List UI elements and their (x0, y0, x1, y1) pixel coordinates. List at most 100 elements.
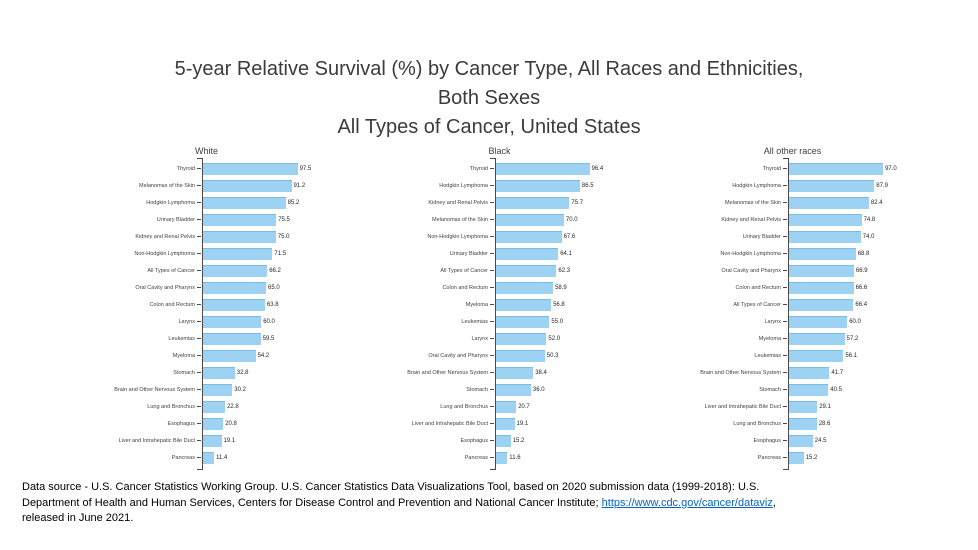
bar-area: 66.2 (202, 262, 353, 279)
category-label: Pancreas (464, 454, 488, 461)
bar-area: 63.8 (202, 296, 353, 313)
chart-row: Hodgkin Lymphoma 86.5 (353, 177, 646, 194)
value-label: 19.1 (516, 420, 529, 427)
value-label: 11.6 (509, 454, 521, 461)
charts-row: White Thyroid 97.5 Melanomas of the Skin 91… (60, 144, 978, 470)
category-label: Non-Hodgkin Lymphoma (720, 250, 781, 257)
survival-bar (496, 383, 531, 396)
bar-area: 65.0 (202, 279, 353, 296)
footer-line3: released in June 2021. (22, 512, 134, 524)
value-label: 74.8 (863, 216, 876, 223)
chart-row: Stomach 32.8 (60, 364, 353, 381)
axis-tick (783, 372, 787, 373)
chart-row: All Types of Cancer 62.3 (353, 262, 646, 279)
axis-tick (490, 389, 494, 390)
chart-row: Melanomas of the Skin 91.2 (60, 177, 353, 194)
dataviz-link[interactable]: https://www.cdc.gov/cancer/dataviz (601, 496, 773, 509)
survival-bar (496, 434, 511, 447)
value-label: 52.0 (548, 335, 561, 342)
category-label: Leukemias (168, 335, 195, 342)
axis-tick (783, 423, 787, 424)
axis-tick (490, 457, 494, 458)
chart-rows: Thyroid 97.0 Hodgkin Lymphoma 87.9 Melanomas… (646, 160, 939, 466)
axis-tick (197, 338, 201, 339)
bar-area: 38.4 (495, 364, 646, 381)
axis-tick (490, 355, 494, 356)
bar-area: 62.3 (495, 262, 646, 279)
chart-row: Melanomas of the Skin 82.4 (646, 194, 939, 211)
survival-bar (789, 281, 854, 294)
category-label: Esophagus (753, 437, 781, 444)
survival-bar (203, 417, 224, 430)
data-source-note: Data source - U.S. Cancer Statistics Wor… (22, 480, 874, 527)
category-label: Leukemias (754, 352, 781, 359)
chart-row: Leukemias 59.5 (60, 330, 353, 347)
bar-area: 41.7 (788, 364, 939, 381)
axis-tick (783, 219, 787, 220)
bar-area: 29.1 (788, 398, 939, 415)
chart-row: Pancreas 11.4 (60, 449, 353, 466)
category-label: Esophagus (460, 437, 488, 444)
chart-rows: Thyroid 96.4 Hodgkin Lymphoma 86.5 Kidney an… (353, 160, 646, 466)
chart-row: Urinary Bladder 64.1 (353, 245, 646, 262)
axis-tick (783, 355, 787, 356)
survival-bar (496, 400, 517, 413)
survival-bar (203, 298, 265, 311)
value-label: 66.6 (855, 284, 868, 291)
survival-bar (789, 417, 817, 430)
survival-bar (203, 332, 261, 345)
bar-area: 30.2 (202, 381, 353, 398)
axis-tick (490, 270, 494, 271)
category-label: Urinary Bladder (449, 250, 488, 257)
value-label: 57.2 (846, 335, 859, 342)
axis-tick (783, 287, 787, 288)
value-label: 66.2 (269, 267, 281, 274)
chart-row: Melanomas of the Skin 70.0 (353, 211, 646, 228)
chart-row: Lung and Bronchus 22.8 (60, 398, 353, 415)
category-label: Kidney and Renal Pelvis (135, 233, 195, 240)
bar-area: 66.4 (788, 296, 939, 313)
survival-bar (203, 366, 235, 379)
survival-bar (789, 332, 845, 345)
axis-tick (490, 372, 494, 373)
chart-row: Leukemias 56.1 (646, 347, 939, 364)
value-label: 97.5 (299, 165, 312, 172)
bar-area: 50.3 (495, 347, 646, 364)
value-label: 24.5 (814, 437, 827, 444)
bar-area: 64.1 (495, 245, 646, 262)
survival-bar (496, 298, 552, 311)
category-label: Urinary Bladder (742, 233, 781, 240)
category-label: Colon and Rectum (442, 284, 488, 291)
category-label: All Types of Cancer (733, 301, 781, 308)
axis-bottom-tick (197, 469, 202, 470)
value-label: 68.8 (857, 250, 870, 257)
chart-row: Urinary Bladder 75.5 (60, 211, 353, 228)
category-label: Urinary Bladder (156, 216, 195, 223)
value-label: 38.4 (535, 369, 547, 376)
axis-tick (783, 253, 787, 254)
value-label: 11.4 (216, 454, 228, 461)
chart-row: Larynx 52.0 (353, 330, 646, 347)
value-label: 87.9 (876, 182, 888, 189)
axis-tick (197, 406, 201, 407)
value-label: 85.2 (287, 199, 300, 206)
chart-row: Esophagus 20.8 (60, 415, 353, 432)
axis-tick (197, 321, 201, 322)
bar-area: 19.1 (202, 432, 353, 449)
value-label: 50.3 (546, 352, 559, 359)
survival-bar (496, 213, 564, 226)
survival-bar (789, 196, 869, 209)
chart-row: Myeloma 57.2 (646, 330, 939, 347)
chart-row: All Types of Cancer 66.2 (60, 262, 353, 279)
value-label: 59.5 (262, 335, 275, 342)
survival-bar (789, 247, 856, 260)
chart-row: Hodgkin Lymphoma 85.2 (60, 194, 353, 211)
value-label: 36.0 (532, 386, 545, 393)
bar-area: 56.8 (495, 296, 646, 313)
chart-row: Thyroid 97.5 (60, 160, 353, 177)
chart-row: Non-Hodgkin Lymphoma 68.8 (646, 245, 939, 262)
category-label: Hodgkin Lymphoma (439, 182, 488, 189)
chart-body: Thyroid 97.0 Hodgkin Lymphoma 87.9 Melanomas… (646, 158, 939, 470)
category-label: Liver and Intrahepatic Bile Duct (411, 420, 488, 427)
survival-bar (203, 162, 298, 175)
